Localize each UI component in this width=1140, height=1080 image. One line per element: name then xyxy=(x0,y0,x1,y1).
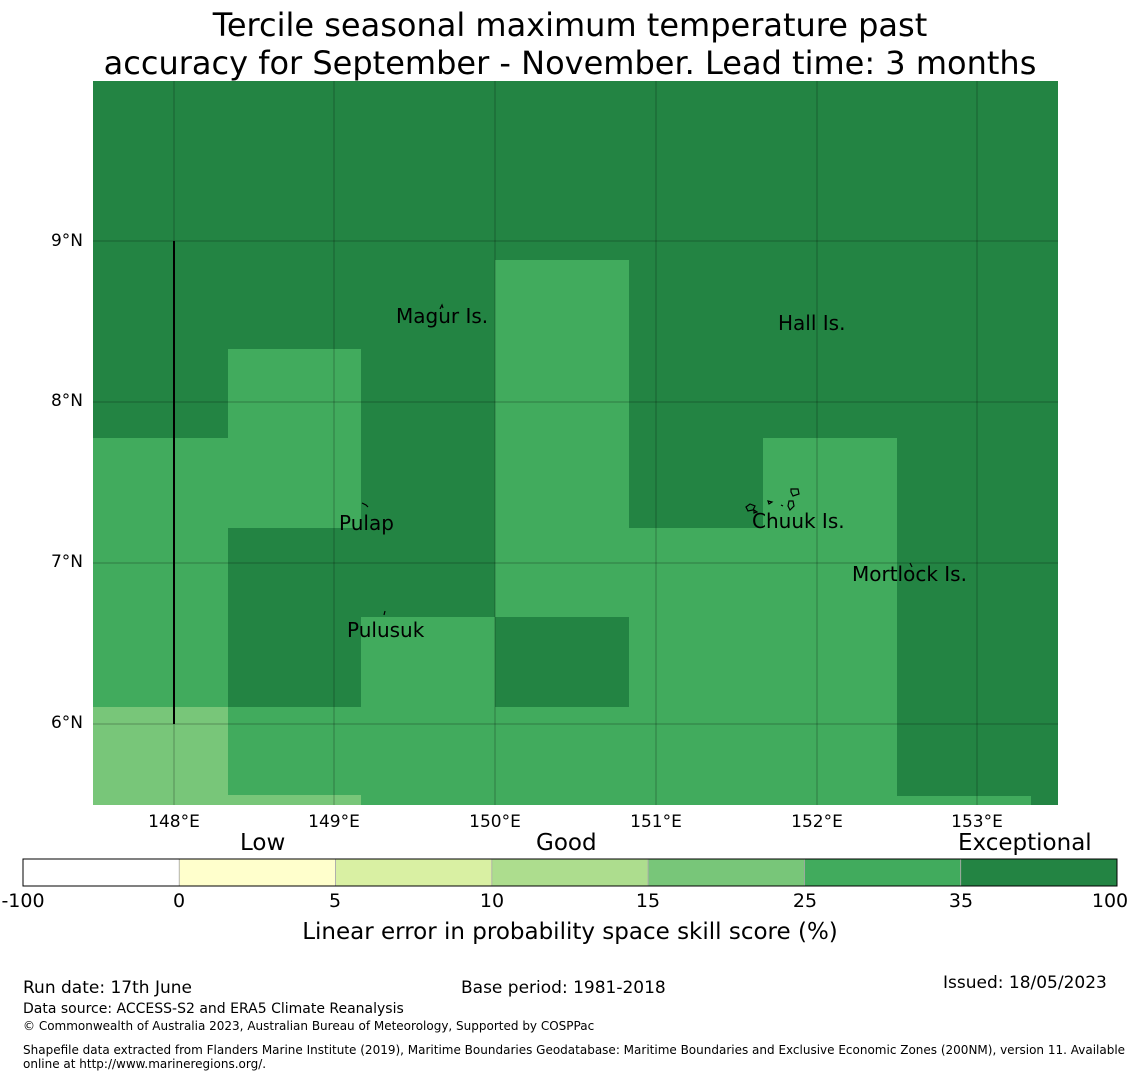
island-chuuk-2 xyxy=(753,508,759,514)
title-line-2: accuracy for September - November. Lead … xyxy=(103,44,1037,82)
island-chuuk-6 xyxy=(780,504,784,507)
colorbar-swatch xyxy=(178,858,336,887)
title-line-1: Tercile seasonal maximum temperature pas… xyxy=(212,6,928,44)
lat-label: 9°N xyxy=(50,231,83,251)
skill-cell xyxy=(228,349,361,528)
skill-cell xyxy=(495,617,629,707)
island-pulusuk xyxy=(383,610,386,616)
lat-label: 8°N xyxy=(50,391,83,411)
island-pulap xyxy=(361,502,369,508)
colorbar-tick: 25 xyxy=(792,890,818,912)
island-magur xyxy=(439,303,444,310)
island-chuuk-3 xyxy=(767,500,774,505)
colorbar-label: Linear error in probability space skill … xyxy=(302,919,838,945)
shapefile-credit-1: Shapefile data extracted from Flanders M… xyxy=(23,1043,1126,1057)
skill-cell xyxy=(897,796,1031,807)
island-chuuk-4 xyxy=(790,488,800,497)
map-bottom-mask xyxy=(93,805,1058,815)
skill-cell xyxy=(228,528,361,707)
skill-cells xyxy=(93,260,1031,808)
colorbar-swatch xyxy=(647,858,805,887)
colorbar-category-exceptional: Exceptional xyxy=(958,830,1092,856)
place-label: Hall Is. xyxy=(778,311,845,335)
lon-label: 148°E xyxy=(148,812,200,832)
shapefile-credit-2: online at http://www.marineregions.org/. xyxy=(23,1057,267,1071)
colorbar-swatch xyxy=(491,858,649,887)
place-labels: Magur Is. Hall Is. Pulap Chuuk Is. Mortl… xyxy=(339,304,967,642)
lat-label: 7°N xyxy=(50,552,83,572)
graticule xyxy=(93,81,1058,805)
lon-label: 152°E xyxy=(791,812,843,832)
colorbar xyxy=(22,858,1118,887)
lon-label: 153°E xyxy=(951,812,1003,832)
colorbar-swatch xyxy=(960,858,1118,887)
data-source: Data source: ACCESS-S2 and ERA5 Climate … xyxy=(23,1001,404,1017)
skill-cell xyxy=(228,707,361,795)
skill-cell xyxy=(361,349,495,617)
island-chuuk-5 xyxy=(787,500,795,512)
colorbar-swatch xyxy=(22,858,180,887)
skill-cell xyxy=(495,707,629,807)
colorbar-category-low: Low xyxy=(240,830,286,856)
place-label: Chuuk Is. xyxy=(752,509,845,533)
island-outlines xyxy=(361,303,913,616)
skill-cell xyxy=(93,707,228,805)
colorbar-swatches xyxy=(22,858,1118,887)
place-label: Pulap xyxy=(339,511,394,535)
colorbar-category-good: Good xyxy=(536,830,597,856)
colorbar-tick: 10 xyxy=(479,890,505,912)
colorbar-tick: 100 xyxy=(1091,890,1129,912)
colorbar-tick: 5 xyxy=(328,890,342,912)
place-label: Pulusuk xyxy=(347,618,425,642)
lon-label: 151°E xyxy=(630,812,682,832)
skill-cell xyxy=(495,260,629,617)
skill-cell xyxy=(228,795,361,805)
colorbar-swatch xyxy=(335,858,493,887)
place-label: Magur Is. xyxy=(396,304,488,328)
skill-cell xyxy=(629,528,897,807)
colorbar-tick: 15 xyxy=(635,890,661,912)
skill-cell xyxy=(763,438,897,528)
lon-label: 150°E xyxy=(469,812,521,832)
island-chuuk-1 xyxy=(745,503,756,512)
colorbar-tick: 0 xyxy=(172,890,186,912)
lon-label: 149°E xyxy=(308,812,360,832)
chart-title: Tercile seasonal maximum temperature pas… xyxy=(0,6,1140,82)
run-date: Run date: 17th June xyxy=(23,978,192,998)
lat-label: 6°N xyxy=(50,713,83,733)
colorbar-tick: -100 xyxy=(1,890,45,912)
island-mortlock xyxy=(909,562,913,568)
place-label: Mortlock Is. xyxy=(852,562,967,586)
copyright: © Commonwealth of Australia 2023, Austra… xyxy=(23,1019,595,1033)
skill-cell xyxy=(361,617,495,807)
colorbar-tick: 35 xyxy=(948,890,974,912)
issued-date: Issued: 18/05/2023 xyxy=(943,973,1107,993)
colorbar-swatch xyxy=(804,858,962,887)
base-period: Base period: 1981-2018 xyxy=(461,978,666,998)
colorbar-frame xyxy=(22,858,1118,887)
